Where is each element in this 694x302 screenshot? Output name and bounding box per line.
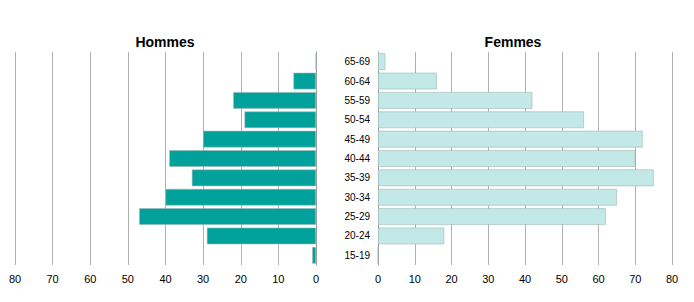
svg-text:70: 70	[47, 273, 59, 285]
svg-text:60: 60	[84, 273, 96, 285]
svg-text:40: 40	[159, 273, 171, 285]
svg-text:20-24: 20-24	[344, 230, 370, 241]
svg-text:25-29: 25-29	[344, 211, 370, 222]
svg-text:0: 0	[375, 273, 381, 285]
svg-text:35-39: 35-39	[344, 172, 370, 183]
svg-text:55-59: 55-59	[344, 95, 370, 106]
svg-text:50-54: 50-54	[344, 114, 370, 125]
svg-text:30-34: 30-34	[344, 192, 370, 203]
svg-text:30: 30	[197, 273, 209, 285]
svg-text:45-49: 45-49	[344, 134, 370, 145]
svg-text:60-64: 60-64	[344, 76, 370, 87]
svg-text:50: 50	[122, 273, 134, 285]
svg-text:20: 20	[235, 273, 247, 285]
svg-text:40-44: 40-44	[344, 153, 370, 164]
svg-text:80: 80	[9, 273, 21, 285]
svg-text:40: 40	[519, 273, 531, 285]
svg-text:20: 20	[445, 273, 457, 285]
svg-text:Hommes: Hommes	[135, 34, 194, 50]
svg-text:60: 60	[592, 273, 604, 285]
svg-text:15-19: 15-19	[344, 250, 370, 261]
svg-text:65-69: 65-69	[344, 56, 370, 67]
svg-text:30: 30	[482, 273, 494, 285]
svg-text:Femmes: Femmes	[485, 34, 542, 50]
svg-text:70: 70	[629, 273, 641, 285]
svg-text:0: 0	[313, 273, 319, 285]
svg-text:50: 50	[556, 273, 568, 285]
svg-text:10: 10	[409, 273, 421, 285]
svg-text:10: 10	[272, 273, 284, 285]
svg-text:80: 80	[666, 273, 678, 285]
